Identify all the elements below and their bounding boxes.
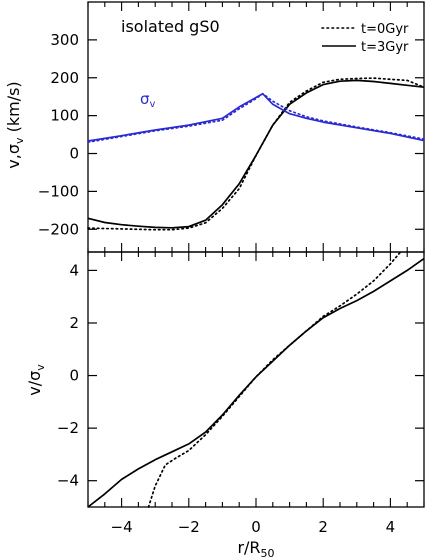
x-tick-label: 0 [251, 518, 261, 536]
velocity-series-v-solid [87, 79, 425, 229]
sigma-label-sub: v [150, 99, 156, 110]
legend-label-t0: t=0Gyr [361, 22, 409, 37]
velocity-y-tick-label: −200 [38, 220, 79, 238]
x-axis-label-main: r/R [237, 538, 260, 557]
velocity-y-axis-label-main: v,σ [4, 144, 23, 169]
velocity-y-axis-label-tail: (km/s) [4, 81, 23, 137]
velocity-series-sigma_v-dotted [87, 92, 425, 144]
x-axis-label-sub: 50 [261, 547, 275, 560]
x-tick-label: −4 [111, 518, 133, 536]
ratio-series [87, 251, 425, 508]
velocity-y-tick-label: 200 [50, 69, 79, 87]
velocity-y-tick-label: 0 [69, 145, 79, 163]
velocity-y-ticks: −200 −100 0 100 200 300 [38, 2, 425, 252]
velocity-y-axis-label: v,σv (km/s) [4, 81, 26, 168]
velocity-series-sigma_v-solid [87, 92, 425, 142]
velocity-series [87, 77, 425, 231]
velocity-y-tick-label: 300 [50, 31, 79, 49]
velocity-series-v-dotted [87, 77, 425, 231]
ratio-y-axis-label-sub: v [34, 364, 47, 371]
ratio-y-tick-label: 2 [69, 314, 79, 332]
ratio-y-axis-label-main: v/σ [25, 371, 44, 396]
ratio-y-ticks: −4 −2 0 2 4 [57, 252, 425, 507]
x-tick-label: −2 [178, 518, 200, 536]
ratio-series-solid [87, 257, 425, 508]
ratio-y-tick-label: −2 [57, 419, 79, 437]
x-tick-label: 4 [386, 518, 396, 536]
ratio-y-tick-label: 4 [69, 261, 79, 279]
x-axis-label: r/R50 [237, 538, 274, 560]
sigma-label-main: σ [140, 90, 150, 108]
ratio-y-tick-label: −4 [57, 472, 79, 490]
sigma-label: σv [140, 90, 156, 110]
x-tick-label: 2 [318, 518, 328, 536]
velocity-legend: t=0Gyr t=3Gyr [321, 22, 409, 55]
velocity-y-axis-label-sub: v [13, 137, 26, 144]
ratio-y-tick-label: 0 [69, 367, 79, 385]
velocity-y-tick-label: 100 [50, 107, 79, 125]
ratio-x-ticks: −4 −2 0 2 4 [111, 518, 396, 536]
ratio-series-dotted [147, 251, 402, 508]
ratio-y-axis-label: v/σv [25, 364, 47, 396]
velocity-annotation: isolated gS0 [121, 17, 220, 36]
legend-label-t3: t=3Gyr [361, 40, 409, 55]
velocity-y-tick-label: −100 [38, 182, 79, 200]
ratio-panel: −4 −2 0 2 4 −4 −2 0 2 4 v/σv r/R50 [25, 251, 425, 560]
